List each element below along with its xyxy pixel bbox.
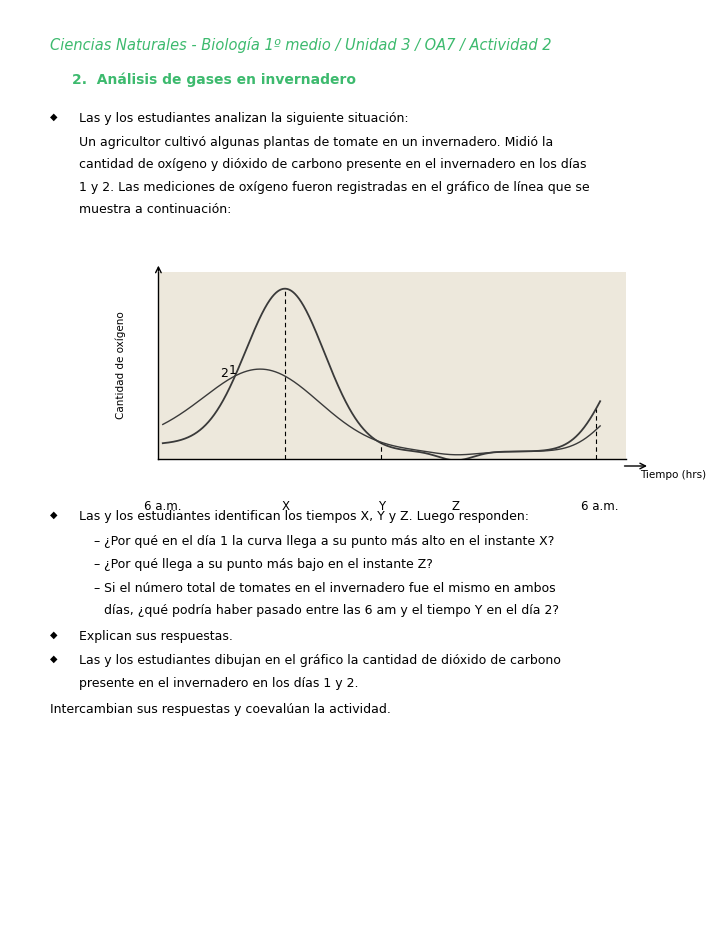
Text: 6 a.m.: 6 a.m.: [582, 500, 619, 513]
Text: 2: 2: [220, 367, 228, 380]
Text: Explican sus respuestas.: Explican sus respuestas.: [79, 630, 233, 643]
Text: Las y los estudiantes analizan la siguiente situación:: Las y los estudiantes analizan la siguie…: [79, 112, 409, 125]
Text: –: –: [94, 582, 100, 595]
Text: días, ¿qué podría haber pasado entre las 6 am y el tiempo Y en el día 2?: días, ¿qué podría haber pasado entre las…: [104, 604, 559, 617]
Text: Las y los estudiantes dibujan en el gráfico la cantidad de dióxido de carbono: Las y los estudiantes dibujan en el gráf…: [79, 654, 561, 667]
Text: cantidad de oxígeno y dióxido de carbono presente en el invernadero en los días: cantidad de oxígeno y dióxido de carbono…: [79, 158, 587, 171]
Text: presente en el invernadero en los días 1 y 2.: presente en el invernadero en los días 1…: [79, 677, 359, 690]
Text: ◆: ◆: [50, 510, 58, 520]
Text: Ciencias Naturales - Biología 1º medio / Unidad 3 / OA7 / Actividad 2: Ciencias Naturales - Biología 1º medio /…: [50, 37, 552, 53]
Text: ◆: ◆: [50, 112, 58, 122]
Text: ◆: ◆: [50, 654, 58, 665]
Text: Z: Z: [452, 500, 460, 513]
Text: 6 a.m.: 6 a.m.: [144, 500, 181, 513]
Text: Intercambian sus respuestas y coevalúan la actividad.: Intercambian sus respuestas y coevalúan …: [50, 703, 391, 716]
Text: X: X: [282, 500, 289, 513]
Text: ◆: ◆: [50, 630, 58, 640]
Text: 1: 1: [229, 364, 237, 377]
Text: Y: Y: [378, 500, 385, 513]
Text: 1 y 2. Las mediciones de oxígeno fueron registradas en el gráfico de línea que s: 1 y 2. Las mediciones de oxígeno fueron …: [79, 181, 590, 194]
Text: Un agricultor cultivó algunas plantas de tomate en un invernadero. Midió la: Un agricultor cultivó algunas plantas de…: [79, 136, 554, 149]
Text: 2.  Análisis de gases en invernadero: 2. Análisis de gases en invernadero: [72, 73, 356, 88]
Text: Las y los estudiantes identifican los tiempos X, Y y Z. Luego responden:: Las y los estudiantes identifican los ti…: [79, 510, 529, 523]
Text: Si el número total de tomates en el invernadero fue el mismo en ambos: Si el número total de tomates en el inve…: [104, 582, 556, 595]
Text: ¿Por qué en el día 1 la curva llega a su punto más alto en el instante X?: ¿Por qué en el día 1 la curva llega a su…: [104, 535, 555, 548]
Text: ¿Por qué llega a su punto más bajo en el instante Z?: ¿Por qué llega a su punto más bajo en el…: [104, 558, 433, 571]
Text: Cantidad de oxígeno: Cantidad de oxígeno: [116, 311, 126, 419]
Text: Tiempo (hrs): Tiempo (hrs): [641, 470, 706, 480]
Text: muestra a continuación:: muestra a continuación:: [79, 203, 232, 216]
Text: –: –: [94, 558, 100, 571]
Text: –: –: [94, 535, 100, 548]
